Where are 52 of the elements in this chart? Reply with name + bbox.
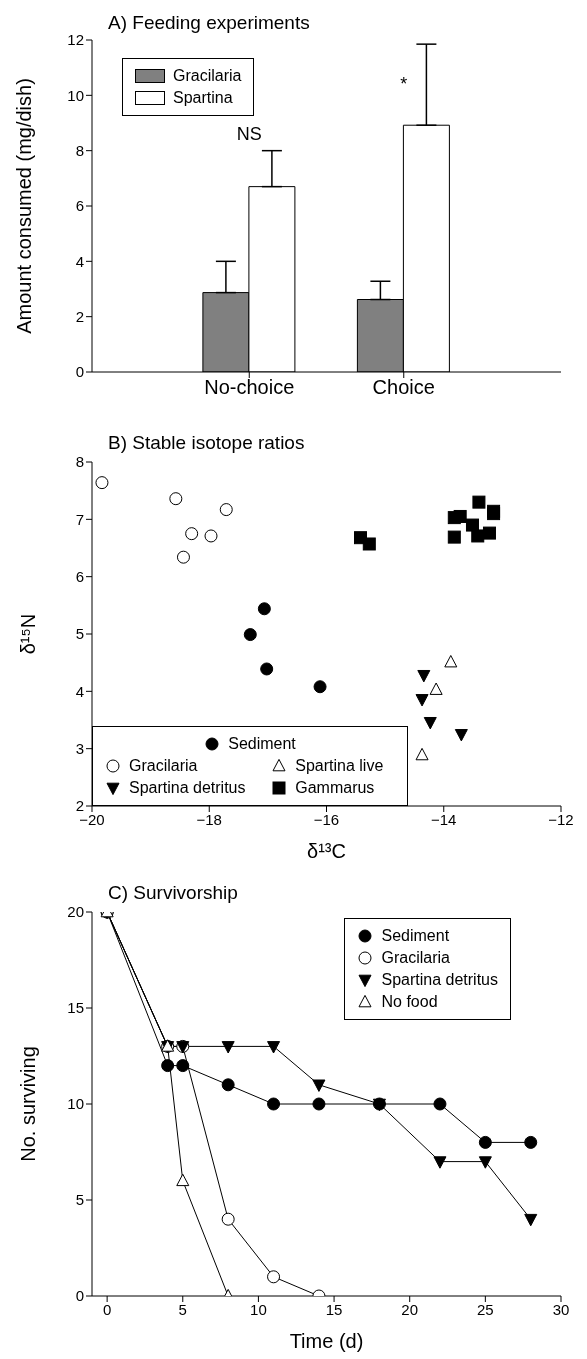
- y-tick-label: 5: [75, 625, 84, 643]
- y-tick-label: 5: [75, 1191, 84, 1209]
- chart-title: B) Stable isotope ratios: [108, 432, 305, 454]
- legend-label: Spartina: [173, 89, 233, 107]
- chart-title: C) Survivorship: [108, 882, 238, 904]
- legend-label: Gammarus: [295, 779, 375, 797]
- annotation: *: [400, 74, 408, 95]
- y-axis-title: Amount consumed (mg/dish): [13, 78, 36, 334]
- y-tick-label: 6: [75, 197, 84, 215]
- y-axis-title: δ¹⁵N: [17, 613, 40, 655]
- x-tick-label: −18: [196, 810, 222, 828]
- x-tick-label: 15: [325, 1300, 343, 1318]
- chart-title: A) Feeding experiments: [108, 12, 310, 34]
- legend-label: Sediment: [381, 927, 450, 945]
- y-tick-label: 2: [75, 307, 84, 325]
- x-tick-label: −16: [313, 810, 340, 828]
- y-tick-label: 4: [75, 682, 84, 700]
- y-tick-label: 15: [67, 999, 84, 1017]
- y-tick-label: 8: [75, 453, 84, 471]
- legend-label: Gracilaria: [129, 757, 198, 775]
- y-tick-label: 6: [75, 567, 84, 585]
- x-tick-label: 5: [178, 1300, 187, 1318]
- x-axis-title: Time (d): [289, 1330, 364, 1352]
- x-tick-label: 25: [477, 1300, 494, 1318]
- y-tick-label: 10: [67, 86, 84, 104]
- y-tick-label: 0: [75, 1287, 84, 1305]
- annotation: NS: [236, 124, 262, 145]
- x-tick-label: 10: [250, 1300, 267, 1318]
- legend-label: Spartina detritus: [129, 779, 246, 797]
- legend-label: Gracilaria: [173, 67, 242, 85]
- y-tick-label: 0: [75, 363, 84, 381]
- y-tick-label: 12: [67, 31, 84, 49]
- y-tick-label: 10: [67, 1095, 84, 1113]
- x-tick-label: 20: [401, 1300, 419, 1318]
- x-tick-label: −12: [548, 810, 574, 828]
- x-tick-label: 30: [552, 1300, 570, 1318]
- legend-label: No food: [381, 993, 438, 1011]
- legend-label: Spartina detritus: [381, 971, 498, 989]
- x-tick-label: No-choice: [204, 376, 295, 399]
- x-axis-title: δ¹³C: [307, 840, 346, 862]
- y-axis-title: No. surviving: [17, 1046, 40, 1162]
- y-tick-label: 4: [75, 252, 84, 270]
- y-tick-label: 3: [75, 739, 84, 757]
- x-tick-label: Choice: [372, 376, 435, 399]
- y-tick-label: 20: [67, 903, 84, 921]
- x-tick-label: −14: [431, 810, 457, 828]
- x-tick-label: 0: [102, 1300, 112, 1318]
- legend-label: Spartina live: [295, 757, 384, 775]
- legend-label: Sediment: [228, 735, 296, 753]
- y-tick-label: 7: [75, 510, 84, 528]
- y-tick-label: 8: [75, 141, 84, 159]
- legend-label: Gracilaria: [381, 949, 450, 967]
